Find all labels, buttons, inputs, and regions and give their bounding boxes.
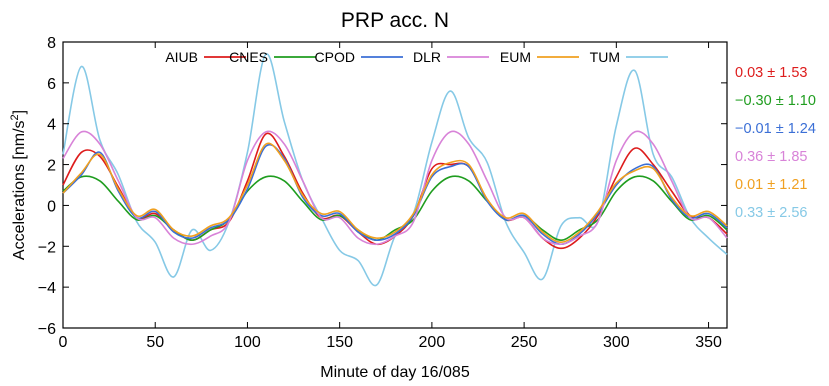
y-tick-label: −4 bbox=[38, 280, 56, 297]
x-tick-label: 150 bbox=[326, 334, 353, 351]
legend: AIUB CNES CPOD DLR EUM TUM bbox=[165, 49, 668, 65]
series-lines bbox=[62, 53, 728, 287]
y-axis-label-superscript: 2 bbox=[9, 114, 21, 120]
y-tick-label: 4 bbox=[47, 117, 56, 134]
y-tick-label: 0 bbox=[47, 198, 56, 215]
axis-ticks: 0 50 100 150 200 250 300 350 −6 −4 −2 0 2 4 6 8 bbox=[38, 35, 727, 351]
y-tick-label: 6 bbox=[47, 76, 56, 93]
y-tick-label: 8 bbox=[47, 35, 56, 52]
x-axis-label: Minute of day 16/085 bbox=[320, 364, 470, 381]
series-stat-label: 0.36 ± 1.85 bbox=[735, 149, 807, 165]
y-axis-label: Accelerations [nm/s2] bbox=[9, 110, 28, 260]
legend-label-aiub: AIUB bbox=[165, 49, 198, 65]
y-axis-label-main: Accelerations [nm/s bbox=[11, 120, 28, 260]
series-stats: 0.03 ± 1.53 −0.30 ± 1.10 −0.01 ± 1.24 0.36 … bbox=[735, 65, 816, 221]
y-tick-label: 2 bbox=[47, 158, 56, 175]
legend-label-eum: EUM bbox=[500, 49, 531, 65]
x-tick-label: 300 bbox=[603, 334, 630, 351]
series-line-4 bbox=[62, 130, 728, 246]
series-line-3 bbox=[62, 143, 728, 246]
series-stat-label: −0.01 ± 1.24 bbox=[735, 121, 816, 137]
x-tick-label: 0 bbox=[59, 334, 68, 351]
legend-label-cnes: CNES bbox=[229, 49, 268, 65]
legend-label-cpod: CPOD bbox=[315, 49, 355, 65]
legend-label-tum: TUM bbox=[590, 49, 620, 65]
series-stat-label: 0.33 ± 2.56 bbox=[735, 205, 807, 221]
plot-frame bbox=[62, 41, 728, 329]
series-line-6 bbox=[62, 53, 728, 287]
series-stat-label: 0.01 ± 1.21 bbox=[735, 177, 807, 193]
legend-label-dlr: DLR bbox=[413, 49, 441, 65]
y-axis-label-close: ] bbox=[11, 110, 28, 114]
x-tick-label: 250 bbox=[511, 334, 538, 351]
series-stat-label: 0.03 ± 1.53 bbox=[735, 65, 807, 81]
series-line-5 bbox=[62, 142, 728, 243]
x-tick-label: 350 bbox=[695, 334, 722, 351]
x-tick-label: 50 bbox=[146, 334, 164, 351]
series-stat-label: −0.30 ± 1.10 bbox=[735, 93, 816, 109]
x-tick-label: 200 bbox=[419, 334, 446, 351]
x-tick-label: 100 bbox=[234, 334, 261, 351]
chart-title: PRP acc. N bbox=[341, 9, 449, 32]
y-tick-label: −2 bbox=[38, 239, 56, 256]
y-tick-label: −6 bbox=[38, 321, 56, 338]
series-line-2 bbox=[62, 175, 728, 241]
